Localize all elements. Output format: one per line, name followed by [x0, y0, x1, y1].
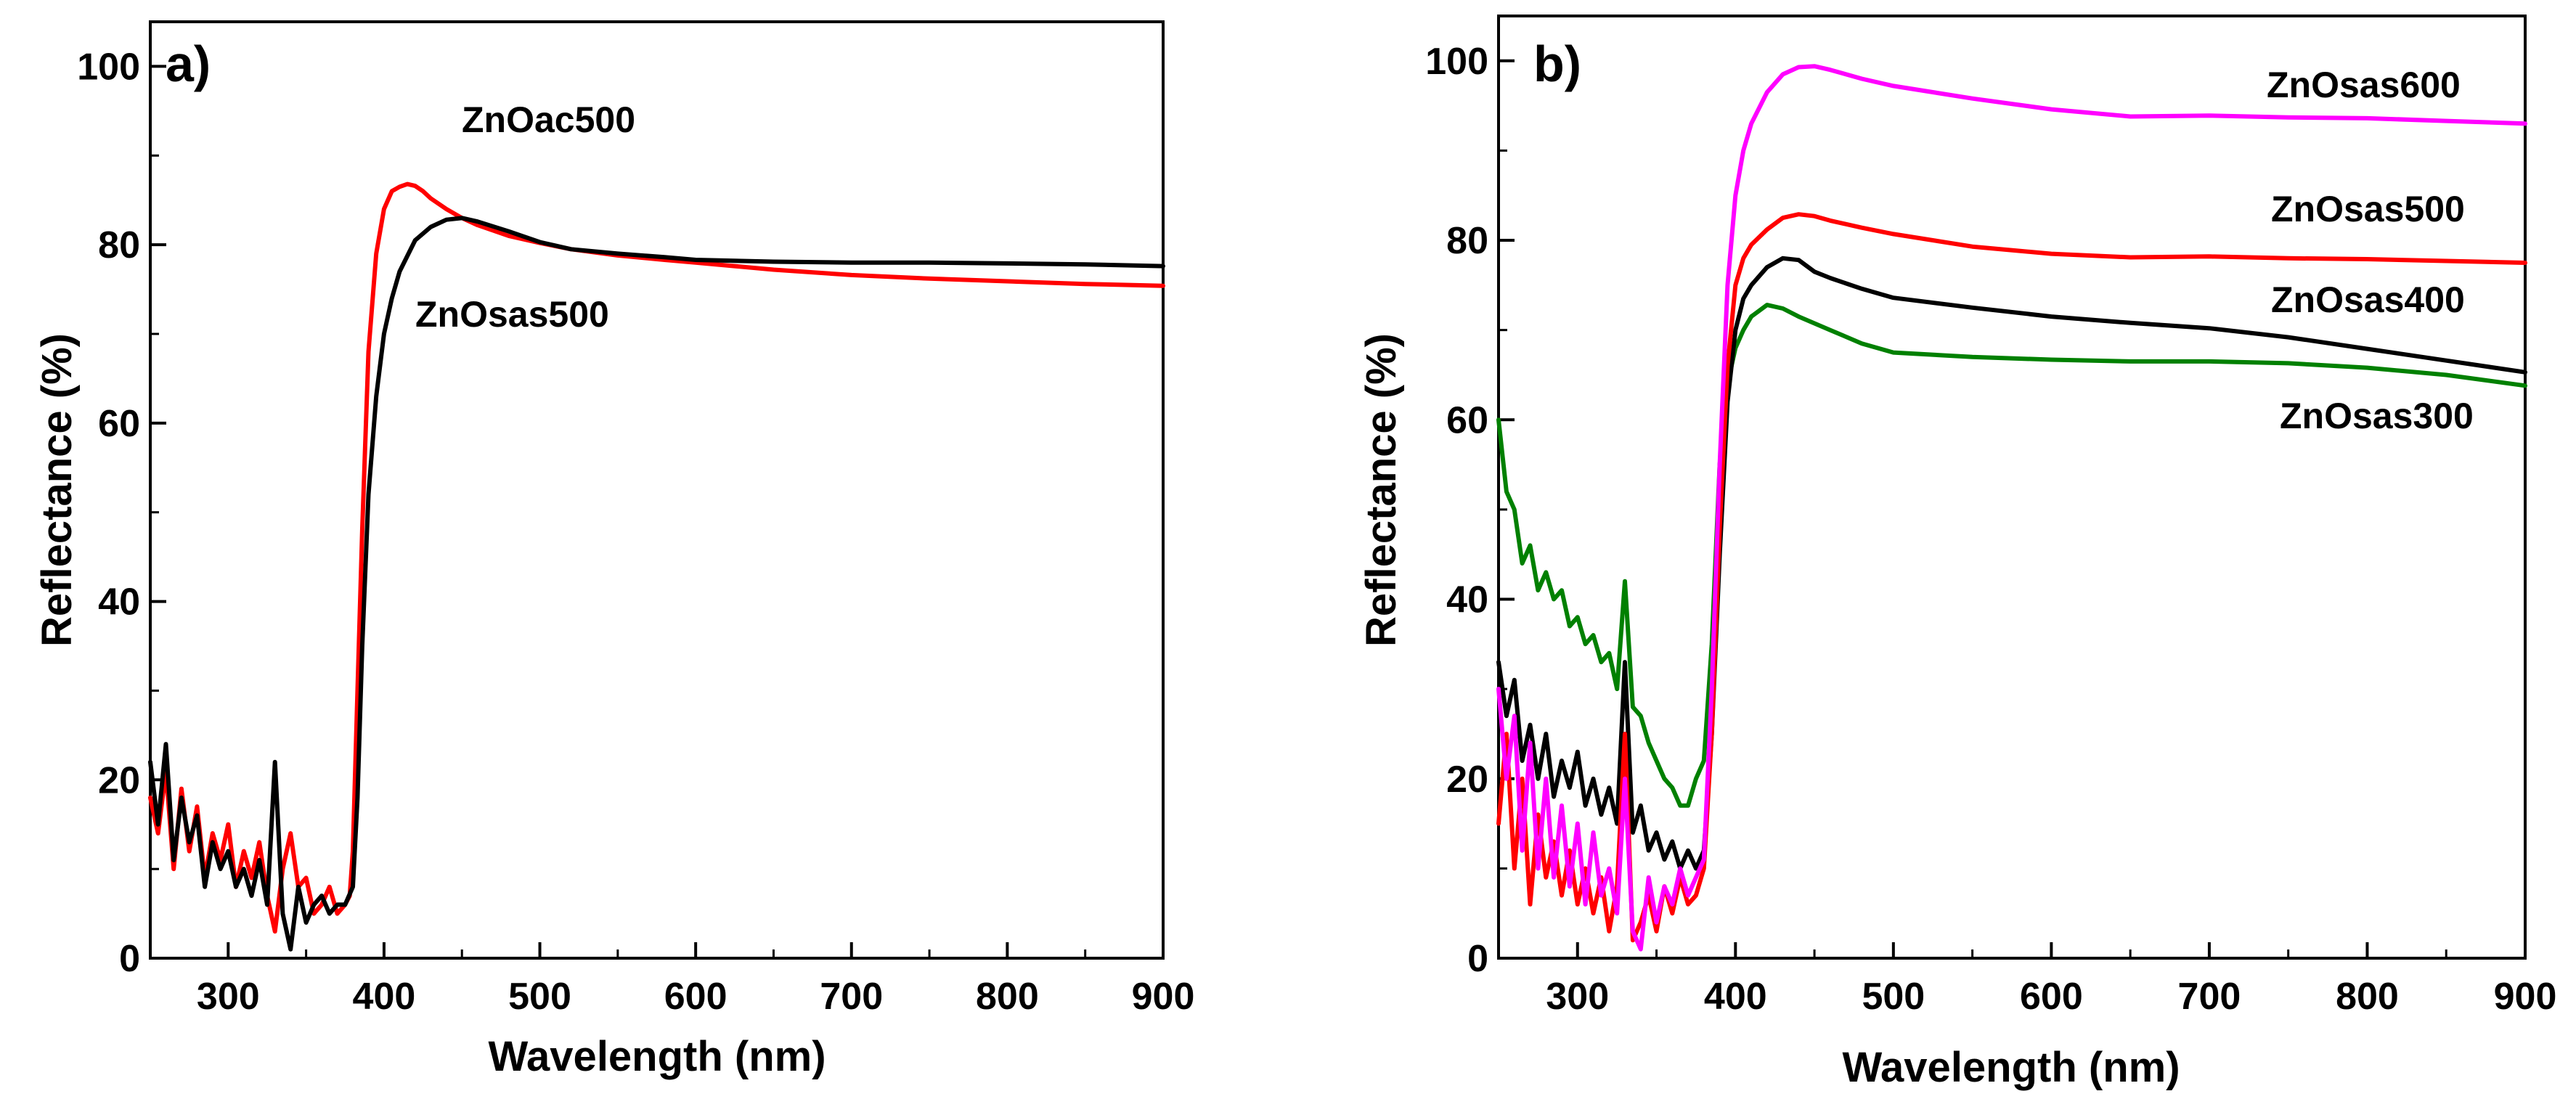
panel-a-y-tick-label: 80 — [98, 224, 140, 266]
panel-b-series — [1496, 64, 2527, 952]
panel-b-y-tick-label: 100 — [1425, 41, 1488, 83]
panel-a-tag: a) — [166, 36, 211, 92]
panel-b-x-tick-label: 900 — [2494, 976, 2557, 1018]
series-label-znoac500: ZnOac500 — [462, 99, 635, 140]
series-label-znosas400: ZnOsas400 — [2271, 279, 2465, 320]
series-label-znosas600: ZnOsas600 — [2267, 65, 2461, 105]
panel-a-x-tick-label: 400 — [353, 976, 416, 1018]
panel-b-x-axis-label: Wavelength (nm) — [1842, 1044, 2180, 1091]
panel-a-x-tick-label: 800 — [976, 976, 1039, 1018]
panel-a-y-tick-label: 20 — [98, 759, 140, 801]
panel-a-x-tick-label: 900 — [1132, 976, 1195, 1018]
panel-b-y-tick-label: 80 — [1446, 220, 1488, 262]
panel-b-x-tick-label: 500 — [1862, 976, 1925, 1018]
panel-a-x-axis-label: Wavelength (nm) — [488, 1033, 826, 1080]
panel-b-y-tick-label: 40 — [1446, 579, 1488, 621]
panel-b-ticks: 300 400 500 600 700 800 900 0 20 40 60 80 100 — [1425, 41, 2556, 1018]
panel-a-y-tick-label: 100 — [77, 46, 140, 88]
panel-a-y-tick-label: 60 — [98, 403, 140, 445]
panel-a-x-tick-label: 700 — [820, 976, 883, 1018]
series-label-znosas300: ZnOsas300 — [2280, 396, 2474, 436]
panel-b-x-tick-label: 300 — [1546, 976, 1609, 1018]
series-label-znosas500-a: ZnOsas500 — [415, 294, 609, 335]
panel-b-y-axis-label: Reflectance (%) — [1358, 333, 1405, 647]
panel-a-y-tick-label: 40 — [98, 581, 140, 624]
panel-b-x-tick-label: 700 — [2178, 976, 2241, 1018]
panel-b-x-tick-label: 800 — [2336, 976, 2399, 1018]
panel-a-series — [148, 181, 1165, 952]
series-line-znosas500-b — [1496, 212, 2527, 943]
series-line-znosas300-b — [1496, 303, 2527, 808]
series-line-znoac500-a — [148, 181, 1165, 934]
panel-b-y-tick-label: 60 — [1446, 399, 1488, 441]
panel-b: 300 400 500 600 700 800 900 0 20 40 60 80 100 b) Wav… — [1358, 15, 2556, 1091]
series-line-znosas400-b — [1496, 256, 2527, 871]
panel-b-plot-frame — [1497, 15, 2527, 960]
panel-b-y-tick-label: 0 — [1467, 938, 1488, 980]
panel-a-x-tick-label: 300 — [197, 976, 260, 1018]
panel-b-tag: b) — [1533, 36, 1581, 92]
panel-b-x-tick-label: 600 — [2020, 976, 2083, 1018]
panel-a-y-tick-label: 0 — [119, 938, 140, 980]
panel-b-y-tick-label: 20 — [1446, 759, 1488, 801]
panel-a: 300 400 500 600 700 800 900 0 20 40 60 80 100 a) Wav… — [33, 20, 1194, 1080]
panel-a-x-tick-label: 500 — [508, 976, 571, 1018]
panel-a-plot-frame — [149, 20, 1165, 960]
series-line-znosas600-b — [1496, 64, 2527, 952]
panel-a-y-axis-label: Reflectance (%) — [33, 333, 81, 647]
panel-a-x-tick-label: 600 — [664, 976, 727, 1018]
panel-a-ticks: 300 400 500 600 700 800 900 0 20 40 60 80 100 — [77, 46, 1194, 1018]
panel-b-x-tick-label: 400 — [1704, 976, 1767, 1018]
series-label-znosas500-b: ZnOsas500 — [2271, 189, 2465, 229]
series-line-znosas500-a — [148, 216, 1165, 952]
